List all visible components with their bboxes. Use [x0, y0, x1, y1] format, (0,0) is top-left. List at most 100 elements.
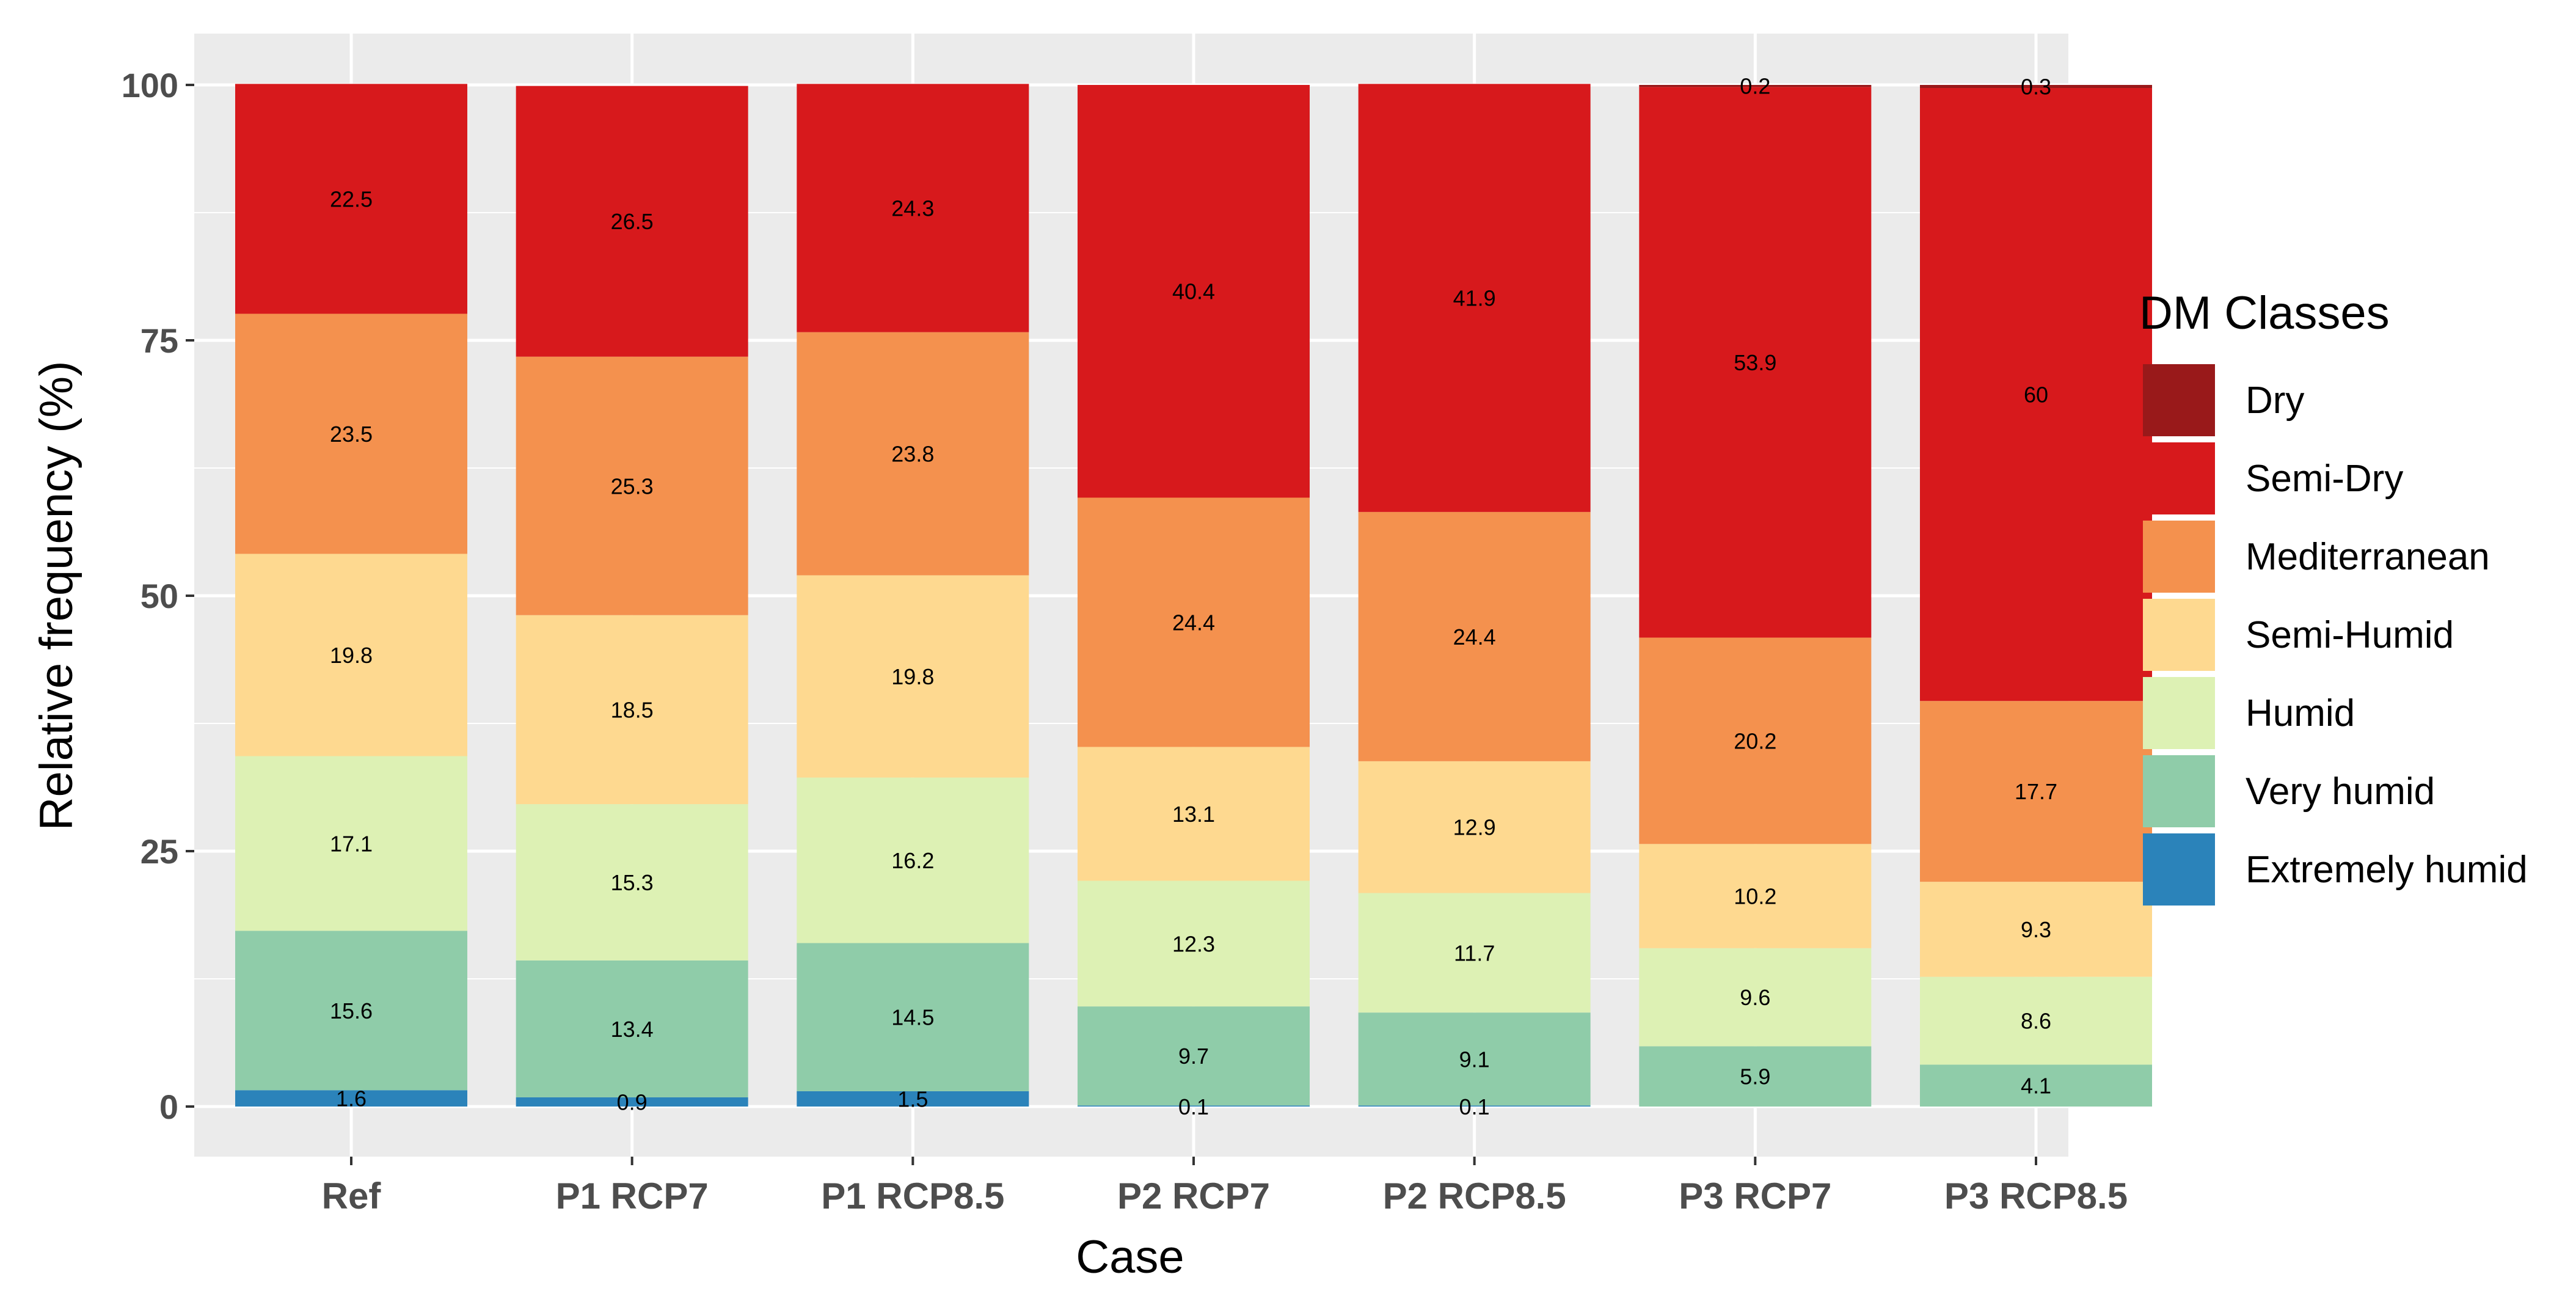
data-labels-layer: 1.6 15.6 17.1 19.8 23.5 22.5 0.9 13.4 15.3 18.5 25… — [330, 74, 2057, 1119]
legend-swatch — [2143, 521, 2215, 593]
data-label: 24.4 — [1453, 624, 1496, 650]
data-label: 17.1 — [330, 831, 373, 856]
bar-segment-humid — [1078, 880, 1310, 1007]
bar-segment-semi-dry — [1639, 87, 1872, 638]
bar-segment-semi-humid — [1078, 747, 1310, 881]
data-label: 0.3 — [2021, 75, 2051, 100]
bar-segment-extremely-humid — [235, 1090, 467, 1107]
legend-swatch — [2143, 755, 2215, 827]
bar-segment-semi-dry — [1358, 84, 1591, 512]
bar-segment-extremely-humid — [1078, 1105, 1310, 1107]
data-label: 9.3 — [2021, 917, 2051, 942]
bar-segment-semi-dry — [516, 86, 748, 357]
bar-segment-dry — [1639, 85, 1872, 87]
data-label: 24.4 — [1172, 610, 1215, 635]
data-label: 10.2 — [1734, 884, 1776, 909]
bar-segment-mediterranean — [1920, 701, 2152, 882]
legend-title: DM Classes — [2139, 287, 2390, 339]
data-label: 4.1 — [2021, 1074, 2051, 1099]
data-label: 9.6 — [1740, 985, 1770, 1010]
data-label: 18.5 — [611, 697, 654, 722]
x-tick-label: P2 RCP8.5 — [1383, 1176, 1566, 1217]
legend-label: Semi-Dry — [2246, 458, 2403, 500]
bar-segment-mediterranean — [1358, 511, 1591, 761]
x-tick-label: P3 RCP7 — [1679, 1176, 1831, 1217]
legend-label: Mediterranean — [2246, 536, 2490, 578]
data-label: 40.4 — [1172, 279, 1215, 304]
data-label: 23.8 — [891, 442, 934, 467]
data-label: 0.9 — [617, 1089, 648, 1114]
legend-label: Humid — [2246, 692, 2355, 734]
legend-label: Extremely humid — [2246, 849, 2528, 891]
y-tick-label: 0 — [159, 1088, 178, 1126]
bar-segment-very-humid — [235, 931, 467, 1091]
data-label: 0.1 — [1178, 1094, 1209, 1119]
data-label: 41.9 — [1453, 286, 1496, 311]
data-label: 17.7 — [2015, 779, 2057, 804]
data-label: 23.5 — [330, 422, 373, 447]
legend-swatch — [2143, 677, 2215, 749]
bar-segment-semi-dry — [797, 84, 1029, 332]
legend-swatch — [2143, 833, 2215, 906]
x-tick-label: P1 RCP7 — [556, 1176, 709, 1217]
bar-segment-mediterranean — [1639, 637, 1872, 844]
data-label: 1.5 — [897, 1086, 928, 1111]
data-label: 11.7 — [1454, 940, 1495, 965]
bar-segment-mediterranean — [1078, 497, 1310, 747]
data-label: 13.1 — [1172, 802, 1215, 827]
bar-segment-semi-dry — [235, 84, 467, 314]
y-tick-label: 25 — [140, 832, 178, 871]
x-axis: Ref P1 RCP7 P1 RCP8.5 P2 RCP7 P2 RCP8.5 P3 RC… — [322, 1157, 2128, 1217]
bar-segment-mediterranean — [516, 356, 748, 615]
bar-segment-mediterranean — [797, 332, 1029, 576]
bar-segment-humid — [1358, 893, 1591, 1013]
x-tick-label: Ref — [322, 1176, 382, 1217]
data-label: 16.2 — [891, 848, 934, 873]
data-label: 60 — [2024, 382, 2048, 408]
bar-segment-mediterranean — [235, 313, 467, 554]
legend-swatch — [2143, 442, 2215, 514]
data-label: 19.8 — [891, 664, 934, 689]
y-tick-label: 50 — [140, 577, 178, 615]
legend: DM Classes Dry Semi-Dry Mediterranean Semi-… — [2139, 287, 2528, 906]
bar-segment-semi-humid — [1639, 844, 1872, 948]
bar-segment-very-humid — [1639, 1046, 1872, 1107]
x-axis-title: Case — [1076, 1231, 1184, 1283]
x-tick-label: P3 RCP8.5 — [1944, 1176, 2128, 1217]
legend-label: Very humid — [2246, 770, 2435, 813]
data-label: 24.3 — [891, 196, 934, 221]
data-label: 0.1 — [1459, 1094, 1490, 1119]
bar-segment-humid — [1920, 976, 2152, 1065]
data-label: 26.5 — [611, 209, 654, 234]
data-label: 8.6 — [2021, 1009, 2051, 1034]
bar-segment-very-humid — [1078, 1006, 1310, 1106]
data-label: 25.3 — [611, 474, 654, 499]
legend-swatch — [2143, 364, 2215, 436]
bar-segment-semi-humid — [1920, 882, 2152, 977]
data-label: 19.8 — [330, 643, 373, 668]
data-label: 22.5 — [330, 186, 373, 211]
bar-segment-very-humid — [1920, 1064, 2152, 1107]
bar-segment-semi-dry — [1078, 85, 1310, 498]
data-label: 15.3 — [611, 870, 654, 895]
bar-segment-extremely-humid — [516, 1097, 748, 1107]
bars-layer — [235, 84, 2152, 1107]
bar-segment-humid — [516, 804, 748, 961]
x-tick-label: P2 RCP7 — [1117, 1176, 1270, 1217]
data-label: 20.2 — [1734, 728, 1776, 753]
data-label: 13.4 — [611, 1017, 654, 1042]
y-axis-title: Relative frequency (%) — [31, 361, 82, 831]
bar-segment-semi-dry — [1920, 88, 2152, 701]
data-label: 9.7 — [1178, 1044, 1209, 1069]
data-label: 12.3 — [1172, 931, 1215, 956]
data-label: 15.6 — [330, 998, 373, 1023]
bar-segment-semi-humid — [235, 554, 467, 756]
bar-segment-humid — [797, 777, 1029, 943]
bar-segment-semi-humid — [516, 615, 748, 805]
data-label: 12.9 — [1453, 815, 1496, 840]
data-label: 5.9 — [1740, 1064, 1770, 1089]
bar-segment-very-humid — [516, 960, 748, 1097]
bar-segment-dry — [1920, 85, 2152, 89]
bar-segment-very-humid — [1358, 1012, 1591, 1106]
